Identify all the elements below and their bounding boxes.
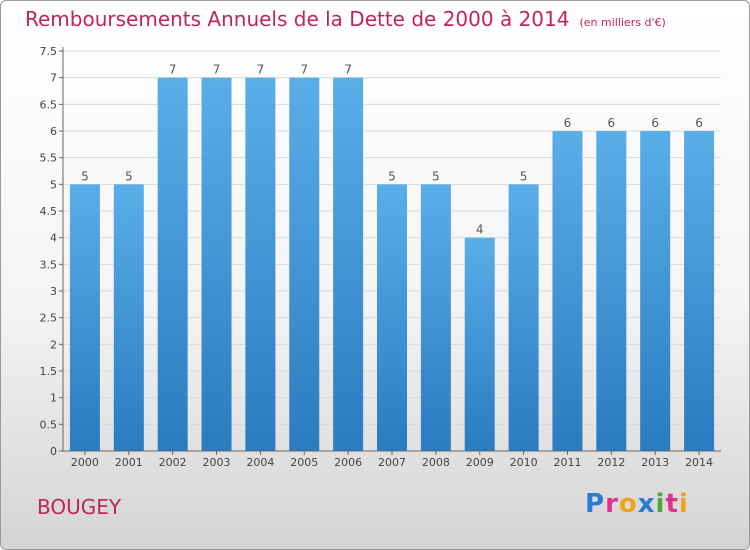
chart-subtitle: (en milliers d'€): [579, 16, 666, 29]
x-tick-label: 2008: [422, 456, 450, 469]
x-tick-label: 2005: [290, 456, 318, 469]
value-label: 5: [125, 169, 133, 183]
bar-2006: [333, 77, 364, 452]
y-tick-label: 7: [50, 72, 57, 85]
bar-2007: [377, 184, 407, 452]
value-label: 7: [213, 63, 221, 77]
value-label: 7: [169, 63, 177, 77]
logo-letter: r: [605, 489, 619, 519]
value-label: 5: [388, 169, 396, 183]
value-label: 5: [432, 169, 440, 183]
value-label: 7: [344, 63, 352, 77]
x-tick-label: 2001: [115, 456, 143, 469]
chart-title-text: Remboursements Annuels de la Dette de 20…: [25, 7, 570, 31]
x-tick-label: 2006: [334, 456, 362, 469]
y-tick-label: 2.5: [40, 312, 58, 325]
y-tick-label: 4.5: [40, 205, 58, 218]
commune-name: BOUGEY: [37, 495, 122, 519]
x-tick-label: 2009: [466, 456, 494, 469]
bar-2011: [552, 131, 583, 451]
x-tick-label: 2007: [378, 456, 406, 469]
y-tick-label: 3: [50, 285, 57, 298]
logo-letter: P: [585, 489, 606, 519]
y-tick-label: 1.5: [40, 365, 58, 378]
y-tick-labels: 0 0.5 1 1.5 2 2.5 3 3.5 4 4.5 5 5.5 6 6.5 7 7.5: [40, 45, 58, 458]
value-label: 6: [608, 116, 616, 130]
bar-2012: [596, 131, 627, 451]
value-label: 7: [300, 63, 308, 77]
y-tick-label: 5.5: [40, 152, 58, 165]
y-tick-label: 7.5: [40, 45, 58, 58]
y-tick-label: 6: [50, 125, 57, 138]
logo-letter: t: [665, 489, 679, 519]
bar-2002: [157, 77, 188, 452]
x-tick-label: 2011: [553, 456, 581, 469]
logo-letter: o: [618, 489, 638, 519]
y-tick-label: 0: [50, 445, 57, 458]
x-tick-label: 2003: [203, 456, 231, 469]
bar-2010: [508, 184, 539, 452]
y-tick-label: 3.5: [40, 258, 58, 271]
bar-2005: [289, 77, 320, 452]
value-label: 6: [651, 116, 659, 130]
value-label: 7: [257, 63, 265, 77]
value-label: 5: [520, 169, 528, 183]
x-tick-label: 2010: [510, 456, 538, 469]
y-tick-label: 5: [50, 178, 57, 191]
value-label: 4: [476, 223, 484, 237]
bar-2003: [201, 77, 232, 452]
bar-2009: [464, 237, 495, 451]
logo-letter: i: [655, 489, 666, 519]
chart-title: Remboursements Annuels de la Dette de 20…: [25, 7, 666, 31]
y-tick-label: 0.5: [40, 418, 58, 431]
x-tick-label: 2000: [71, 456, 99, 469]
x-tick-label: 2013: [641, 456, 669, 469]
bars: [69, 77, 715, 452]
proxiti-logo: Proxiti: [585, 489, 689, 519]
y-tick-label: 2: [50, 338, 57, 351]
value-label: 6: [695, 116, 703, 130]
bar-2004: [245, 77, 276, 452]
y-tick-label: 1: [50, 392, 57, 405]
x-tick-label: 2004: [246, 456, 274, 469]
logo-letter: x: [637, 489, 656, 519]
value-labels: 5 5 7 7 7 7 7 5 5 4 5 6 6 6 6: [81, 63, 703, 237]
x-tick-label: 2002: [159, 456, 187, 469]
value-label: 5: [81, 169, 89, 183]
x-tick-label: 2014: [685, 456, 713, 469]
bar-2000: [69, 184, 100, 452]
x-tick-label: 2012: [597, 456, 625, 469]
bar-2001: [113, 184, 144, 452]
value-label: 6: [564, 116, 572, 130]
axes: [59, 47, 721, 455]
bar-2008: [420, 184, 451, 452]
y-tick-label: 4: [50, 232, 57, 245]
bar-2013: [640, 131, 671, 451]
logo-letter: i: [678, 489, 689, 519]
bar-2014: [684, 131, 715, 451]
x-tick-labels: 2000 2001 2002 2003 2004 2005 2006 2007 2008 2009…: [71, 456, 713, 469]
y-tick-label: 6.5: [40, 98, 58, 111]
